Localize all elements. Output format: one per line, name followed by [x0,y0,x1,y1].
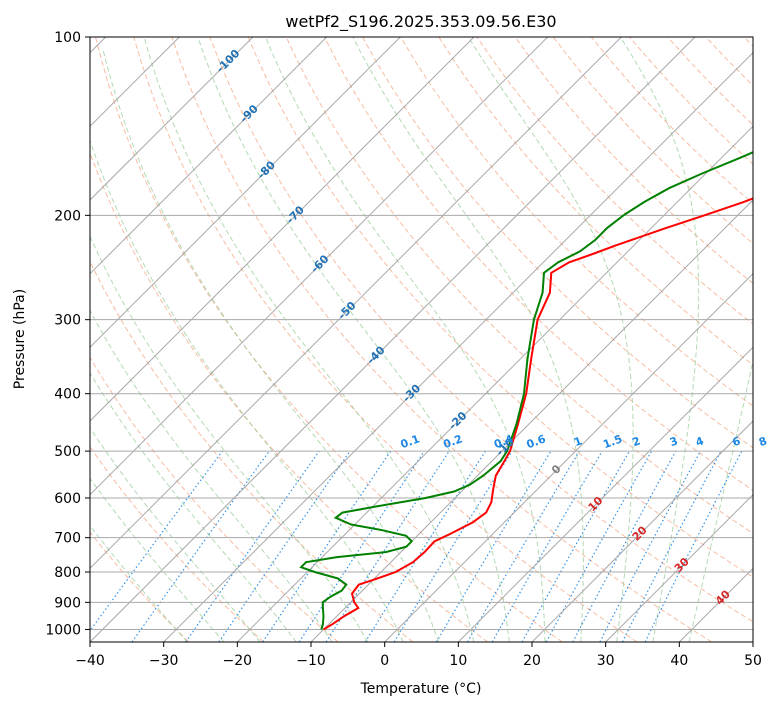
y-axis-label: Pressure (hPa) [12,289,28,389]
y-tick-label: 800 [54,565,81,581]
y-tick-label: 200 [54,208,81,224]
y-tick-label: 400 [54,387,81,403]
y-tick-label: 100 [54,30,81,46]
y-tick-label: 500 [54,444,81,460]
x-tick-label: 0 [380,653,389,669]
y-tick-label: 700 [54,531,81,547]
x-tick-label: 30 [597,653,615,669]
y-tick-label: 1000 [45,622,81,638]
x-tick-label: 10 [449,653,467,669]
x-tick-label: −40 [75,653,105,669]
x-tick-label: −10 [296,653,326,669]
x-tick-label: 20 [523,653,541,669]
x-tick-label: 40 [670,653,688,669]
x-tick-label: 50 [744,653,762,669]
y-tick-label: 900 [54,595,81,611]
x-tick-label: −30 [149,653,179,669]
x-axis-label: Temperature (°C) [360,681,482,697]
y-tick-label: 300 [54,313,81,329]
y-tick-label: 600 [54,491,81,507]
x-tick-label: −20 [223,653,253,669]
chart-title: wetPf2_S196.2025.353.09.56.E30 [285,12,556,32]
